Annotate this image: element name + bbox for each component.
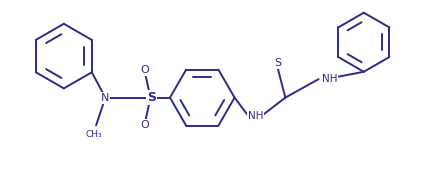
Text: N: N xyxy=(101,93,110,103)
Text: NH: NH xyxy=(248,111,264,121)
Text: NH: NH xyxy=(322,74,338,84)
Text: O: O xyxy=(141,65,149,75)
Text: S: S xyxy=(147,91,156,104)
Text: CH₃: CH₃ xyxy=(86,130,103,139)
Text: S: S xyxy=(275,58,282,68)
Text: O: O xyxy=(141,120,149,130)
